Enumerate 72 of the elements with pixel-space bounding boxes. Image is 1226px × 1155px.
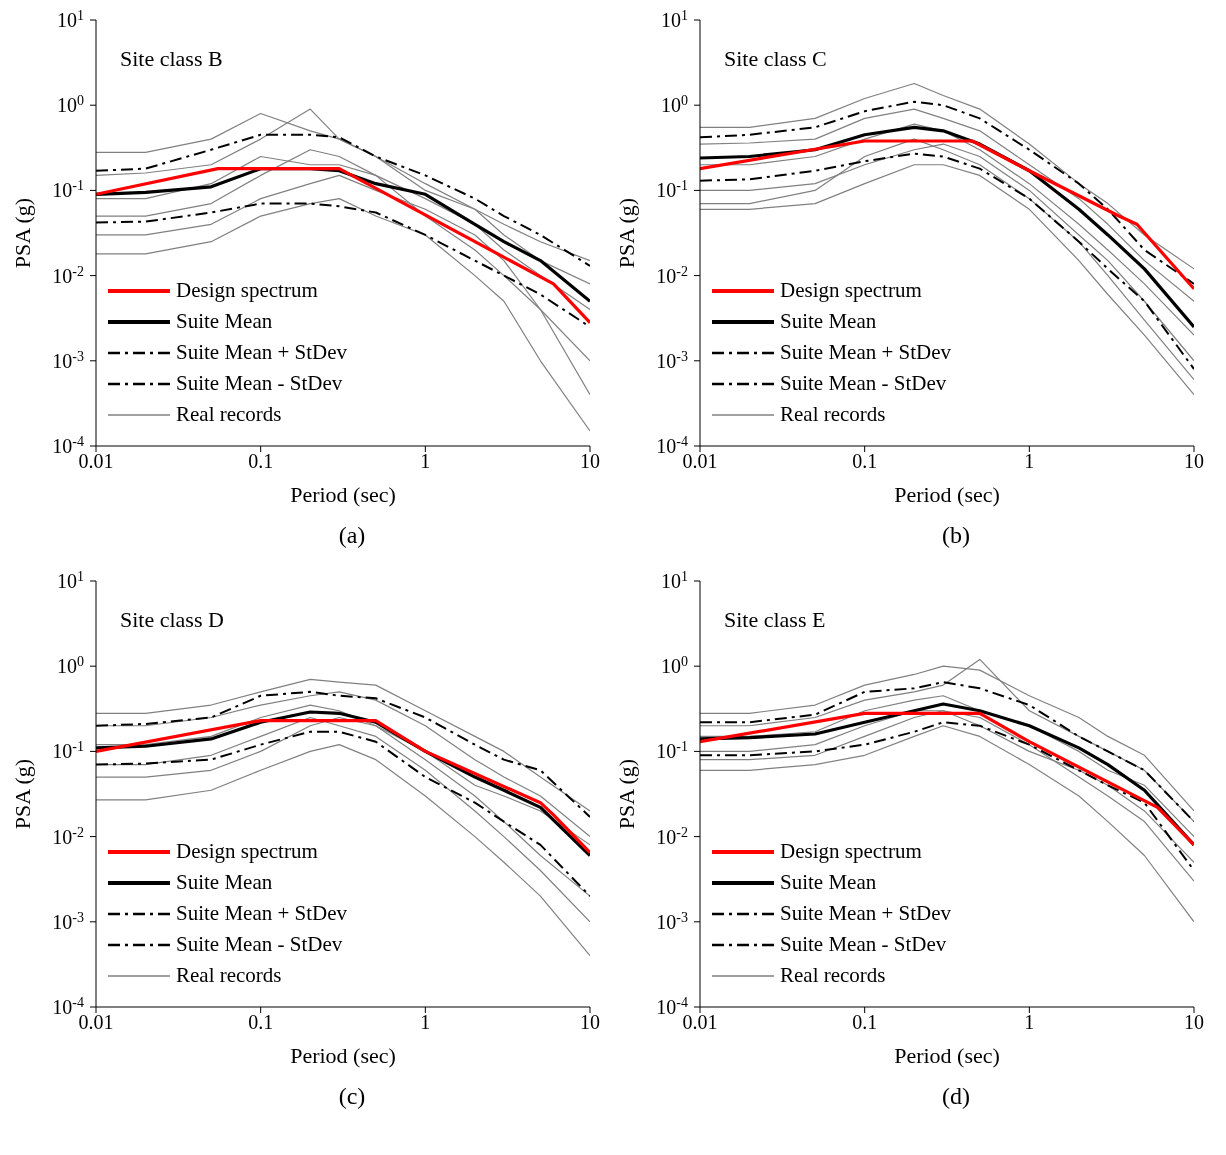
- x-tick-label: 1: [1024, 1011, 1035, 1034]
- y-tick-label: 10$^{-1}$: [52, 177, 84, 202]
- y-tick-label: 10$^{0}$: [661, 653, 688, 678]
- x-axis-title: Period (sec): [290, 1043, 396, 1068]
- y-tick-label: 10$^{-2}$: [52, 824, 84, 848]
- y-tick-label: 10$^{-1}$: [656, 738, 688, 763]
- legend-label: Design spectrum: [780, 278, 922, 303]
- legend-label: Design spectrum: [780, 839, 922, 864]
- x-axis-title: Period (sec): [894, 1043, 1000, 1068]
- x-tick-label: 1: [420, 450, 431, 473]
- annotation: Site class D: [120, 607, 224, 633]
- legend-label: Real records: [780, 402, 886, 427]
- y-tick-label: 10$^{-3}$: [656, 348, 688, 372]
- annotation: Site class B: [120, 46, 223, 72]
- legend-label: Suite Mean + StDev: [780, 901, 952, 926]
- x-tick-label: 10: [580, 1011, 600, 1034]
- y-tick-label: 10$^{-1}$: [656, 177, 688, 202]
- legend-label: Suite Mean - StDev: [780, 371, 947, 396]
- legend-label: Suite Mean + StDev: [176, 340, 348, 365]
- legend-label: Suite Mean - StDev: [176, 371, 343, 396]
- legend-label: Real records: [176, 963, 282, 988]
- text: (b): [941, 522, 971, 549]
- y-tick-label: 10$^{0}$: [57, 653, 84, 678]
- y-tick-label: 10$^{1}$: [57, 7, 84, 31]
- x-axis-title: Period (sec): [894, 482, 1000, 507]
- legend-label: Suite Mean: [780, 309, 877, 334]
- y-tick-label: 10$^{1}$: [661, 568, 688, 592]
- x-tick-label: 0.1: [248, 450, 274, 473]
- x-tick-label: 10: [1184, 450, 1204, 473]
- x-tick-label: 0.01: [78, 1011, 114, 1034]
- x-tick-label: 0.1: [852, 1011, 878, 1034]
- y-tick-label: 10$^{-3}$: [656, 909, 688, 933]
- text: (d): [941, 1083, 971, 1110]
- x-tick-label: 0.1: [852, 450, 878, 473]
- legend-label: Design spectrum: [176, 278, 318, 303]
- y-axis-title: PSA (g): [613, 197, 639, 269]
- y-tick-label: 10$^{1}$: [661, 7, 688, 31]
- x-tick-label: 0.01: [682, 450, 718, 473]
- text: (a): [337, 522, 367, 549]
- x-tick-label: 1: [1024, 450, 1035, 473]
- legend-label: Suite Mean: [176, 870, 273, 895]
- legend-label: Suite Mean + StDev: [780, 340, 952, 365]
- y-tick-label: 10$^{-2}$: [656, 263, 688, 287]
- legend-label: Design spectrum: [176, 839, 318, 864]
- y-axis-title: PSA (g): [613, 758, 639, 830]
- legend-label: Suite Mean - StDev: [780, 932, 947, 957]
- y-tick-label: 10$^{0}$: [661, 92, 688, 117]
- legend-label: Suite Mean - StDev: [176, 932, 343, 957]
- y-axis-title: PSA (g): [9, 197, 35, 269]
- y-tick-label: 10$^{-3}$: [52, 909, 84, 933]
- text: (c): [337, 1083, 367, 1110]
- x-axis-title: Period (sec): [290, 482, 396, 507]
- annotation: Site class C: [724, 46, 827, 72]
- x-tick-label: 0.01: [78, 450, 114, 473]
- legend-label: Real records: [176, 402, 282, 427]
- x-tick-label: 10: [1184, 1011, 1204, 1034]
- y-tick-label: 10$^{-1}$: [52, 738, 84, 763]
- y-tick-label: 10$^{-2}$: [52, 263, 84, 287]
- legend-label: Real records: [780, 963, 886, 988]
- x-tick-label: 10: [580, 450, 600, 473]
- x-tick-label: 1: [420, 1011, 431, 1034]
- legend-label: Suite Mean: [780, 870, 877, 895]
- legend-label: Suite Mean + StDev: [176, 901, 348, 926]
- y-tick-label: 10$^{-3}$: [52, 348, 84, 372]
- y-tick-label: 10$^{-2}$: [656, 824, 688, 848]
- y-tick-label: 10$^{0}$: [57, 92, 84, 117]
- x-tick-label: 0.1: [248, 1011, 274, 1034]
- y-tick-label: 10$^{1}$: [57, 568, 84, 592]
- y-axis-title: PSA (g): [9, 758, 35, 830]
- x-tick-label: 0.01: [682, 1011, 718, 1034]
- annotation: Site class E: [724, 607, 826, 633]
- legend-label: Suite Mean: [176, 309, 273, 334]
